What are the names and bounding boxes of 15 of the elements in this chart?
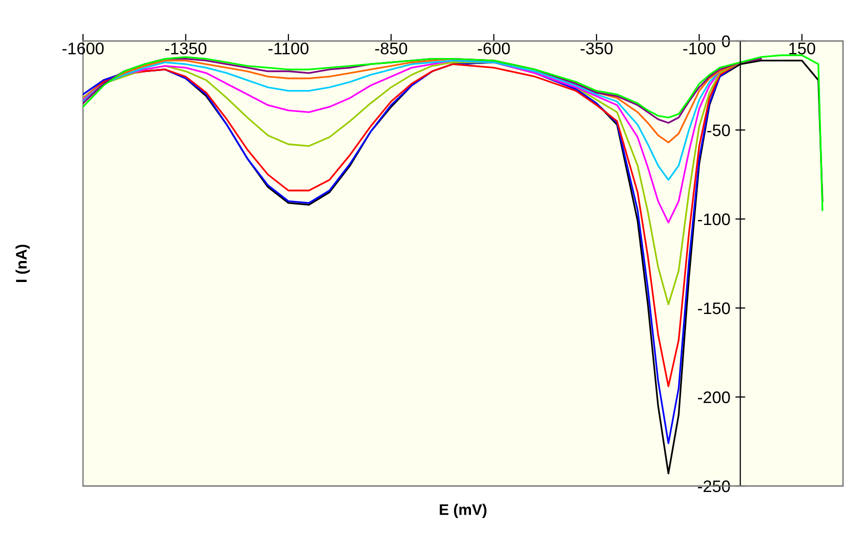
x-tick-label: -1350 — [165, 42, 206, 54]
y-tick-label: -100 — [698, 213, 730, 226]
x-tick-label: -100 — [683, 42, 716, 54]
x-axis-title: E (mV) — [440, 504, 486, 518]
y-axis-title: I (nA) — [16, 244, 30, 282]
y-tick-label: -200 — [698, 391, 730, 404]
x-tick-label: 150 — [789, 42, 816, 54]
x-tick-label: -1600 — [62, 42, 104, 54]
y-tick-label: -50 — [707, 124, 730, 136]
x-tick-label: -350 — [580, 42, 613, 54]
x-tick-label: -600 — [478, 42, 510, 54]
line-series — [83, 54, 824, 211]
y-tick-label: -150 — [698, 302, 730, 314]
x-tick-label: -1100 — [268, 42, 308, 54]
x-tick-label: -850 — [375, 42, 408, 54]
